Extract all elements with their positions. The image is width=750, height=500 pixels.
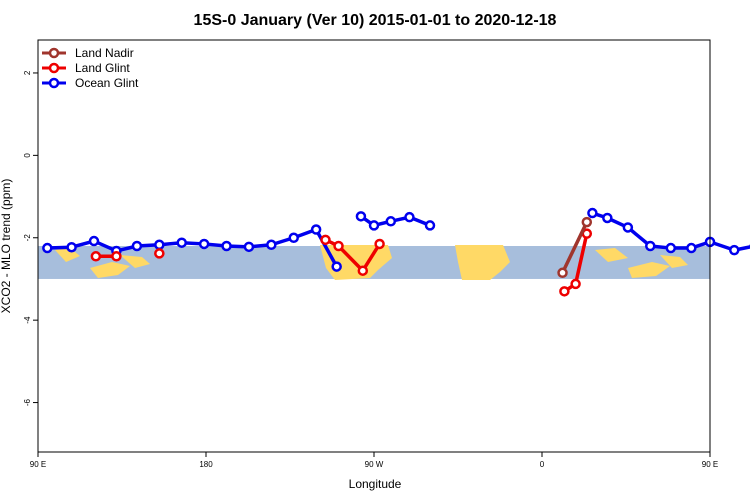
y-tick-label: -6 bbox=[23, 398, 32, 406]
data-point bbox=[587, 207, 598, 219]
series-land-nadir bbox=[557, 216, 593, 279]
legend-label: Land Nadir bbox=[75, 46, 134, 60]
data-point bbox=[243, 241, 255, 253]
series-land-glint bbox=[90, 228, 593, 297]
legend-marker bbox=[48, 47, 60, 59]
legend-label: Ocean Glint bbox=[75, 76, 139, 90]
data-point bbox=[198, 238, 210, 250]
data-point bbox=[88, 235, 100, 247]
data-point bbox=[622, 222, 634, 233]
chart-title: 15S-0 January (Ver 10) 2015-01-01 to 202… bbox=[194, 12, 557, 29]
land-shape bbox=[660, 255, 688, 268]
data-point bbox=[559, 286, 570, 297]
data-point bbox=[374, 238, 385, 250]
land-shape bbox=[628, 262, 670, 278]
data-point bbox=[665, 242, 677, 254]
data-point bbox=[310, 224, 322, 235]
y-tick-label: 0 bbox=[23, 153, 32, 158]
land-shape bbox=[120, 255, 150, 268]
data-point bbox=[111, 251, 122, 262]
x-tick-label: 0 bbox=[540, 460, 545, 469]
legend-marker bbox=[48, 62, 60, 74]
y-tick-label: 2 bbox=[23, 70, 32, 75]
data-point bbox=[581, 216, 593, 228]
data-point bbox=[154, 239, 165, 251]
data-point bbox=[320, 234, 331, 246]
series-layer bbox=[42, 207, 750, 297]
data-point bbox=[729, 244, 740, 256]
legend-label: Land Glint bbox=[75, 61, 130, 75]
data-point bbox=[42, 242, 53, 254]
data-point bbox=[154, 248, 165, 259]
land-shape bbox=[455, 245, 510, 280]
x-tick-label: 90 W bbox=[365, 460, 384, 469]
data-point bbox=[331, 261, 342, 272]
data-point bbox=[221, 240, 232, 252]
data-point bbox=[355, 211, 367, 222]
legend-marker bbox=[48, 77, 60, 89]
land-shape bbox=[595, 248, 628, 262]
data-point bbox=[424, 220, 436, 231]
x-axis-label: Longitude bbox=[349, 477, 402, 491]
series-line bbox=[560, 221, 589, 274]
data-point bbox=[131, 240, 143, 252]
axis-ticks: 90 E 180 90 W 0 90 E 2 0 -2 -4 -6 bbox=[23, 70, 718, 469]
land-shape bbox=[90, 262, 130, 278]
y-tick-label: -2 bbox=[23, 234, 32, 242]
data-point bbox=[385, 216, 397, 227]
data-point bbox=[368, 220, 380, 231]
y-tick-label: -4 bbox=[23, 316, 32, 324]
data-point bbox=[570, 278, 581, 290]
data-point bbox=[404, 211, 415, 223]
data-point bbox=[686, 242, 697, 254]
x-tick-label: 90 E bbox=[702, 460, 718, 469]
y-axis-label: XCO2 - MLO trend (ppm) bbox=[0, 179, 13, 314]
data-point bbox=[602, 212, 613, 224]
data-point bbox=[176, 237, 187, 248]
series-ocean-glint bbox=[42, 207, 750, 272]
data-point bbox=[90, 251, 102, 262]
data-point bbox=[266, 239, 277, 251]
data-point bbox=[645, 240, 656, 252]
data-point bbox=[557, 267, 568, 279]
data-point bbox=[357, 265, 369, 276]
x-tick-label: 90 E bbox=[30, 460, 46, 469]
data-point bbox=[333, 240, 344, 252]
series-line bbox=[324, 238, 382, 273]
x-tick-label: 180 bbox=[199, 460, 213, 469]
data-point bbox=[288, 232, 299, 244]
data-point bbox=[66, 241, 77, 253]
